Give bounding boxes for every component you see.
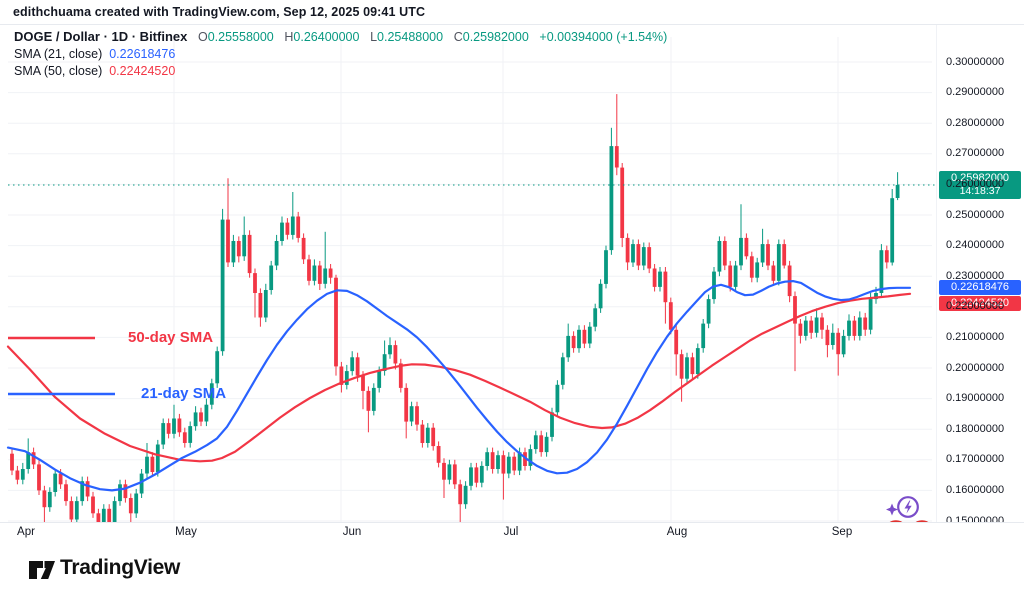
chart-pane: DOGE / Dollar · 1D · Bitfinex O0.2555800… (0, 25, 1024, 545)
bar-countdown: 14:18:37 (959, 185, 1001, 198)
sma21-label: SMA (21, close) (14, 47, 103, 61)
annotation-label-21-day-sma[interactable]: 21-day SMA (141, 385, 227, 402)
month-tick-label: Sep (831, 526, 853, 538)
footer: TradingView (0, 544, 1024, 597)
last-price-value: 0.25982000 (950, 172, 1010, 185)
price-tick-label: 0.19000000 (946, 392, 1005, 405)
ohlc-close: C0.25982000 (453, 30, 529, 44)
last-price-badge: 0.25982000 14:18:37 (939, 171, 1021, 200)
price-tick-label: 0.24000000 (946, 239, 1005, 252)
price-tick-label: 0.29000000 (946, 86, 1005, 99)
attribution-text: edithchuama created with TradingView.com… (13, 5, 426, 19)
price-tick-label: 0.23000000 (946, 269, 1005, 282)
price-tick-label: 0.21000000 (946, 330, 1005, 343)
sma50-label: SMA (50, close) (14, 64, 103, 78)
header-divider (0, 24, 1024, 25)
price-tick-label: 0.28000000 (946, 116, 1005, 129)
price-tick-label: 0.25000000 (946, 208, 1005, 221)
sma21-value: 0.22618476 (109, 47, 176, 61)
price-tick-label: 0.17000000 (946, 453, 1005, 466)
price-tick-label: 0.22000000 (946, 300, 1005, 313)
price-tick-label: 0.26000000 (946, 177, 1005, 190)
sma21-axis-badge: 0.22618476 (939, 279, 1021, 295)
price-tick-label: 0.30000000 (946, 55, 1005, 68)
price-tick-label: 0.27000000 (946, 147, 1005, 160)
annotation-label-50-day-sma[interactable]: 50-day SMA (128, 329, 214, 346)
ohlc-open: O0.25558000 (197, 30, 274, 44)
month-tick-label: Jul (503, 526, 519, 538)
legend-main-row: DOGE / Dollar · 1D · Bitfinex O0.2555800… (14, 29, 667, 45)
sparkle-icon (886, 503, 898, 516)
price-tick-label: 0.18000000 (946, 422, 1005, 435)
month-tick-label: Jun (342, 526, 362, 538)
price-chart-canvas[interactable] (0, 25, 1024, 522)
month-tick-label: Aug (666, 526, 688, 538)
price-tick-label: 0.20000000 (946, 361, 1005, 374)
sma50-axis-badge: 0.22424520 (939, 296, 1021, 312)
sma50-legend-row[interactable]: SMA (50, close) 0.22424520 (14, 63, 667, 79)
tradingview-logo-icon[interactable] (28, 558, 56, 584)
month-tick-label: May (175, 526, 197, 538)
price-axis[interactable]: 0.25982000 14:18:37 0.22618476 0.2242452… (936, 25, 1024, 527)
tradingview-wordmark[interactable]: TradingView (60, 556, 181, 579)
price-tick-label: 0.16000000 (946, 483, 1005, 496)
price-change: +0.00394000 (+1.54%) (539, 30, 668, 44)
symbol-title[interactable]: DOGE / Dollar · 1D · Bitfinex (14, 29, 188, 44)
month-tick-label: Apr (17, 526, 35, 538)
ohlc-low: L0.25488000 (370, 30, 444, 44)
sma50-value: 0.22424520 (109, 64, 176, 78)
ohlc-high: H0.26400000 (284, 30, 360, 44)
flash-circle-icon[interactable] (884, 495, 922, 523)
lightning-bolt-icon (904, 500, 912, 514)
chart-legend: DOGE / Dollar · 1D · Bitfinex O0.2555800… (14, 29, 667, 79)
sma21-legend-row[interactable]: SMA (21, close) 0.22618476 (14, 46, 667, 62)
time-axis[interactable]: Apr May Jun Jul Aug Sep (0, 522, 1024, 545)
